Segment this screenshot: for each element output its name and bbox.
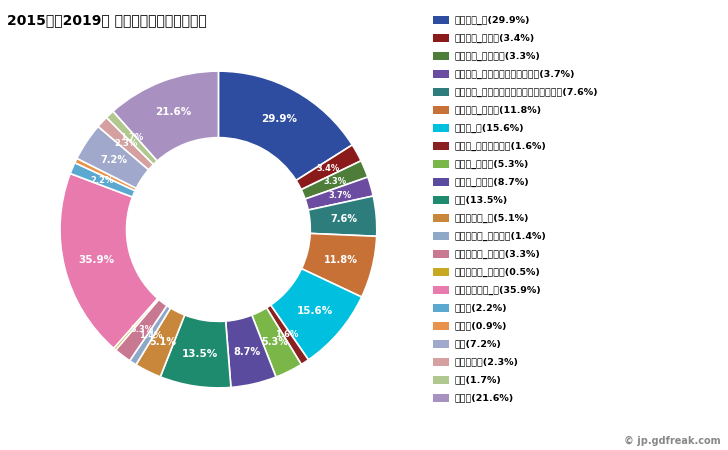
Text: 腎不全(0.9%): 腎不全(0.9%): [455, 322, 507, 331]
Text: 2.3%: 2.3%: [114, 140, 138, 148]
Wedge shape: [305, 177, 373, 210]
Wedge shape: [252, 308, 301, 377]
Wedge shape: [98, 117, 154, 170]
Text: 心疾患_急性心筋梗塞(1.6%): 心疾患_急性心筋梗塞(1.6%): [455, 142, 547, 151]
Wedge shape: [301, 234, 376, 297]
Wedge shape: [308, 196, 377, 236]
Text: 3.3%: 3.3%: [323, 177, 347, 186]
Text: その他の死因_計(35.9%): その他の死因_計(35.9%): [455, 286, 542, 295]
Wedge shape: [266, 305, 309, 364]
Text: 15.6%: 15.6%: [296, 306, 333, 316]
Wedge shape: [75, 158, 136, 191]
Text: 脳血管疾患_計(5.1%): 脳血管疾患_計(5.1%): [455, 214, 529, 223]
Text: © jp.gdfreak.com: © jp.gdfreak.com: [624, 436, 721, 446]
Text: 11.8%: 11.8%: [324, 255, 357, 265]
Text: 643人: 643人: [200, 243, 237, 256]
Circle shape: [127, 139, 309, 320]
Text: 1.4%: 1.4%: [138, 331, 162, 340]
Text: 13.5%: 13.5%: [182, 349, 218, 359]
Wedge shape: [113, 71, 218, 161]
Text: その他(21.6%): その他(21.6%): [455, 394, 514, 403]
Text: 1.7%: 1.7%: [120, 133, 143, 142]
Text: 5.1%: 5.1%: [149, 337, 176, 347]
Wedge shape: [60, 174, 158, 348]
Wedge shape: [130, 306, 170, 365]
Wedge shape: [301, 161, 368, 199]
Text: 自殺(1.7%): 自殺(1.7%): [455, 376, 502, 385]
Wedge shape: [136, 308, 185, 377]
Wedge shape: [70, 163, 135, 197]
Text: 悪性腫瘍_肝がん・肝内胆管がん(3.7%): 悪性腫瘍_肝がん・肝内胆管がん(3.7%): [455, 70, 576, 79]
Text: 悪性腫瘍_大腸がん(3.3%): 悪性腫瘍_大腸がん(3.3%): [455, 52, 541, 61]
Text: 21.6%: 21.6%: [156, 107, 191, 117]
Text: 悪性腫瘍_気管がん・気管支がん・肺がん(7.6%): 悪性腫瘍_気管がん・気管支がん・肺がん(7.6%): [455, 88, 598, 97]
Text: 悪性腫瘍_胃がん(3.4%): 悪性腫瘍_胃がん(3.4%): [455, 34, 535, 43]
Text: 7.2%: 7.2%: [100, 155, 127, 165]
Text: 老衰(7.2%): 老衰(7.2%): [455, 340, 502, 349]
Text: 心疾患_計(15.6%): 心疾患_計(15.6%): [455, 124, 525, 133]
Text: 35.9%: 35.9%: [78, 255, 114, 265]
Text: 肺炎(13.5%): 肺炎(13.5%): [455, 196, 508, 205]
Text: 29.9%: 29.9%: [261, 114, 297, 124]
Wedge shape: [271, 269, 362, 360]
Text: 1.6%: 1.6%: [275, 330, 299, 339]
Text: 3.7%: 3.7%: [328, 191, 351, 200]
Text: 2.2%: 2.2%: [91, 176, 114, 185]
Text: 脳血管疾患_脳内出血(1.4%): 脳血管疾患_脳内出血(1.4%): [455, 232, 547, 241]
Wedge shape: [106, 111, 157, 165]
Text: 悪性腫瘍_計(29.9%): 悪性腫瘍_計(29.9%): [455, 16, 531, 25]
Text: 不慮の事故(2.3%): 不慮の事故(2.3%): [455, 358, 519, 367]
Text: 2015年～2019年 上牧町の男性の死因構成: 2015年～2019年 上牧町の男性の死因構成: [7, 14, 207, 27]
Text: 悪性腫瘍_その他(11.8%): 悪性腫瘍_その他(11.8%): [455, 106, 542, 115]
Wedge shape: [296, 145, 361, 189]
Wedge shape: [160, 315, 231, 388]
Wedge shape: [226, 315, 276, 387]
Text: 脳血管疾患_脳梗塞(3.3%): 脳血管疾患_脳梗塞(3.3%): [455, 250, 541, 259]
Wedge shape: [218, 71, 352, 180]
Text: 2015年～2019年: 2015年～2019年: [170, 207, 267, 220]
Text: 3.4%: 3.4%: [317, 164, 340, 173]
Wedge shape: [116, 299, 167, 361]
Text: 心疾患_心不全(5.3%): 心疾患_心不全(5.3%): [455, 160, 529, 169]
Text: 5.3%: 5.3%: [261, 337, 288, 347]
Text: 脳血管疾患_その他(0.5%): 脳血管疾患_その他(0.5%): [455, 268, 541, 277]
Text: 7.6%: 7.6%: [331, 214, 357, 224]
Wedge shape: [114, 298, 159, 350]
Text: 3.3%: 3.3%: [130, 325, 154, 334]
Text: 心疾患_その他(8.7%): 心疾患_その他(8.7%): [455, 178, 530, 187]
Wedge shape: [77, 126, 149, 188]
Text: 肝疾患(2.2%): 肝疾患(2.2%): [455, 304, 507, 313]
Text: 8.7%: 8.7%: [233, 347, 260, 357]
